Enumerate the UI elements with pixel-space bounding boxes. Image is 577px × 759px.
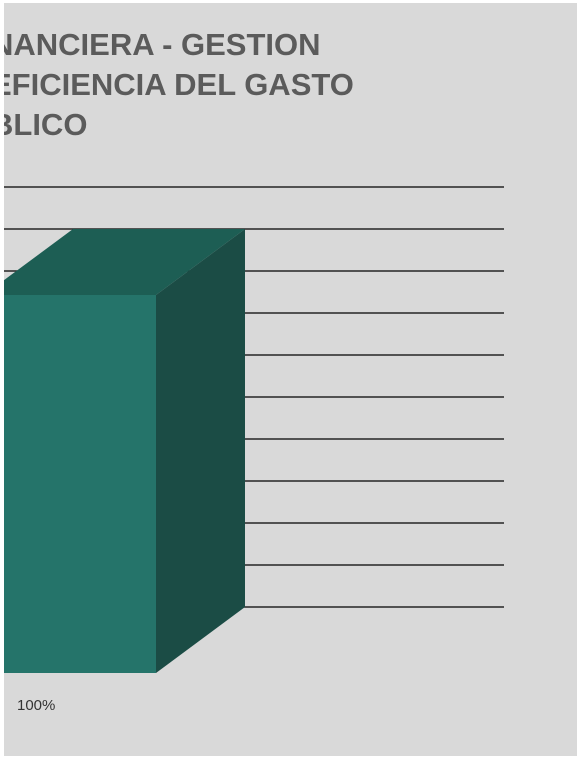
bar-top-face	[4, 229, 245, 295]
bar	[4, 295, 156, 673]
chart-plot	[4, 186, 504, 673]
chart-area: NANCIERA - GESTION EFICIENCIA DEL GASTO …	[4, 3, 577, 756]
bar-side-face	[156, 229, 245, 673]
category-value-label: 100%	[17, 697, 56, 714]
chart-title: NANCIERA - GESTION EFICIENCIA DEL GASTO …	[4, 27, 354, 142]
